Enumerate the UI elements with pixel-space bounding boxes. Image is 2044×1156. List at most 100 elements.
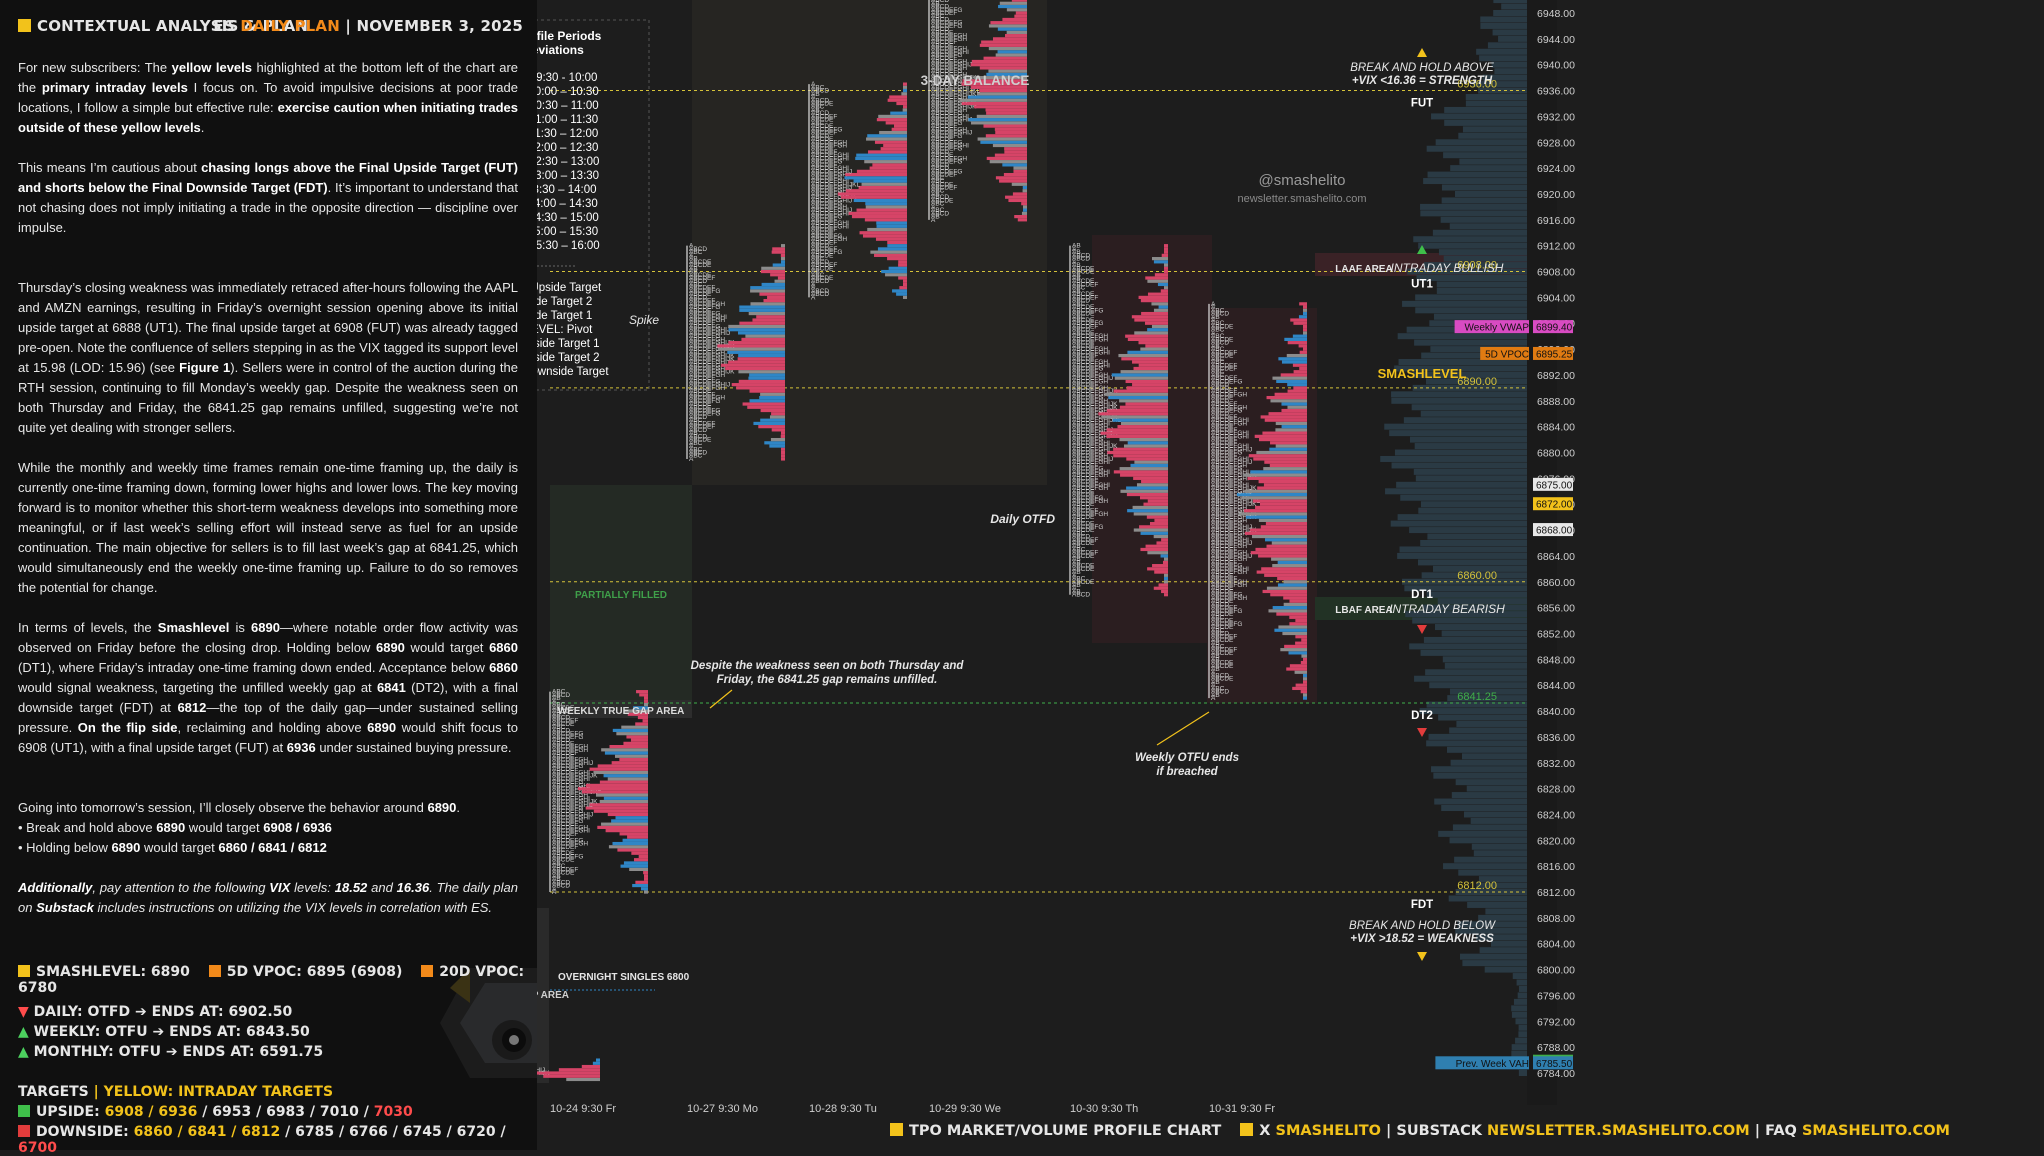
volume-row [750,286,785,290]
tpo-letters: AB [1211,343,1220,350]
tpo-letters: ABCDEFGH [552,747,588,754]
tpo-letters: ABCDEF [689,420,715,427]
volume-row [885,273,907,277]
volume-bar [1501,3,1527,10]
volume-row [1275,428,1307,432]
volume-bar [1440,216,1527,223]
tpo-letters: AB [931,191,940,198]
volume-row [1259,437,1307,442]
tpo-letters: ABCDE [811,252,834,259]
tpo-letters: A [811,94,816,101]
tpo-letters: A [1072,572,1077,579]
tpo-letters: ABCDEFG [1072,437,1103,444]
volume-row [995,176,1027,180]
volume-row [1130,463,1168,468]
volume-bar [1411,404,1527,411]
volume-row [1127,350,1168,354]
footer-bar: TPO MARKET/VOLUME PROFILE CHART X SMASHE… [890,1123,1950,1139]
tpo-letters: ABCDEFGH [931,33,967,40]
volume-row [760,408,785,413]
volume-row [1283,602,1307,607]
daily-gap-label: DAILY TRUE GAP AREA [537,990,569,1001]
volume-row [1113,447,1168,451]
volume-row [609,744,648,749]
volume-row [903,85,907,89]
volume-bar [1462,126,1527,133]
price-tag [1533,346,1573,360]
tpo-profile-10-30: ABCDABAABABCDEABCAABABCDEABCDEABABABCDEA… [1069,243,1168,599]
tpo-letters: ABCDEFG [811,201,842,208]
volume-row [1106,408,1168,413]
tpo-letters: AB [1072,272,1081,279]
volume-row [1126,486,1168,490]
tpo-letters: ABCDEF [811,239,837,246]
price-tick: 6920.00 [1537,189,1575,201]
volume-row [761,266,785,270]
volume-row [1023,208,1027,212]
tpo-letters: ABCDE [1211,650,1234,657]
tpo-letters: ABCDEFGH [931,58,967,65]
volume-bar [1389,430,1527,437]
volume-row [868,150,907,154]
volume-row [901,92,907,96]
volume-row [607,812,648,817]
volume-row [1160,554,1168,558]
tpo-letters: ABCDEFGHIJK [931,75,977,82]
volume-row [1245,515,1307,519]
volume-row [623,861,648,865]
tpo-letters: ABCDEFGH [1072,411,1108,418]
substack-link[interactable]: NEWSLETTER.SMASHELITO.COM [1487,1123,1750,1139]
volume-bar [1403,417,1527,424]
volume-row [881,269,907,274]
volume-bar [1427,533,1527,540]
volume-row [632,883,648,888]
volume-bar [1473,850,1527,857]
tpo-letters: ABCD [1072,534,1090,541]
tpo-letters: ABCDE [552,705,575,712]
volume-bar [1454,190,1527,197]
price-tick: 6796.00 [1537,990,1575,1002]
tpo-letters: ABCDEFG [811,159,842,166]
volume-row [1136,483,1168,487]
volume-row [1127,509,1168,513]
volume-row [1004,147,1027,151]
tpo-letters: ABCDE [1211,624,1234,631]
volume-row [585,783,648,787]
volume-row [1127,441,1168,445]
tpo-letters: ABCD [931,0,949,4]
tpo-letters: ABC [1072,314,1086,321]
volume-row [853,198,907,203]
volume-row [611,761,648,765]
volume-row [1303,311,1307,316]
price-tick: 6880.00 [1537,448,1575,460]
tpo-letters: ABCDE [1211,588,1234,595]
level-value: 6841.25 [1457,691,1497,703]
volume-row [1002,163,1027,167]
volume-row [979,66,1027,70]
volume-row [970,85,1027,89]
tpo-letters: ABCDEF [811,217,837,224]
x-handle-link[interactable]: SMASHELITO [1275,1123,1381,1139]
volume-bar [1426,740,1527,747]
tpo-letters: ABCDEF [1211,414,1237,421]
faq-link[interactable]: SMASHELITO.COM [1801,1123,1950,1139]
volume-row [1147,499,1168,503]
volume-bar [1441,184,1527,191]
price-tag-value: 6895.25 [1536,349,1573,360]
tpo-letters: ABCDEF [811,130,837,137]
price-tick: 6916.00 [1537,215,1575,227]
tpo-letters: ABCDE [1072,304,1095,311]
tpo-letters: ABC [1072,530,1086,537]
volume-row [1100,431,1168,435]
tpo-letters: ABCDE [1211,395,1234,402]
price-tick: 6932.00 [1537,111,1575,123]
volume-bar [1423,636,1527,643]
volume-bar [1405,611,1527,618]
level-value: 6936.00 [1457,79,1497,91]
tpo-letters: ABCDEFGHI [552,795,590,802]
volume-row [1144,321,1168,325]
volume-row [1022,189,1027,193]
tpo-letters: ABCDEFGHI [931,113,969,120]
volume-row [630,738,648,742]
tpo-letters: ABCDE [1072,566,1095,573]
